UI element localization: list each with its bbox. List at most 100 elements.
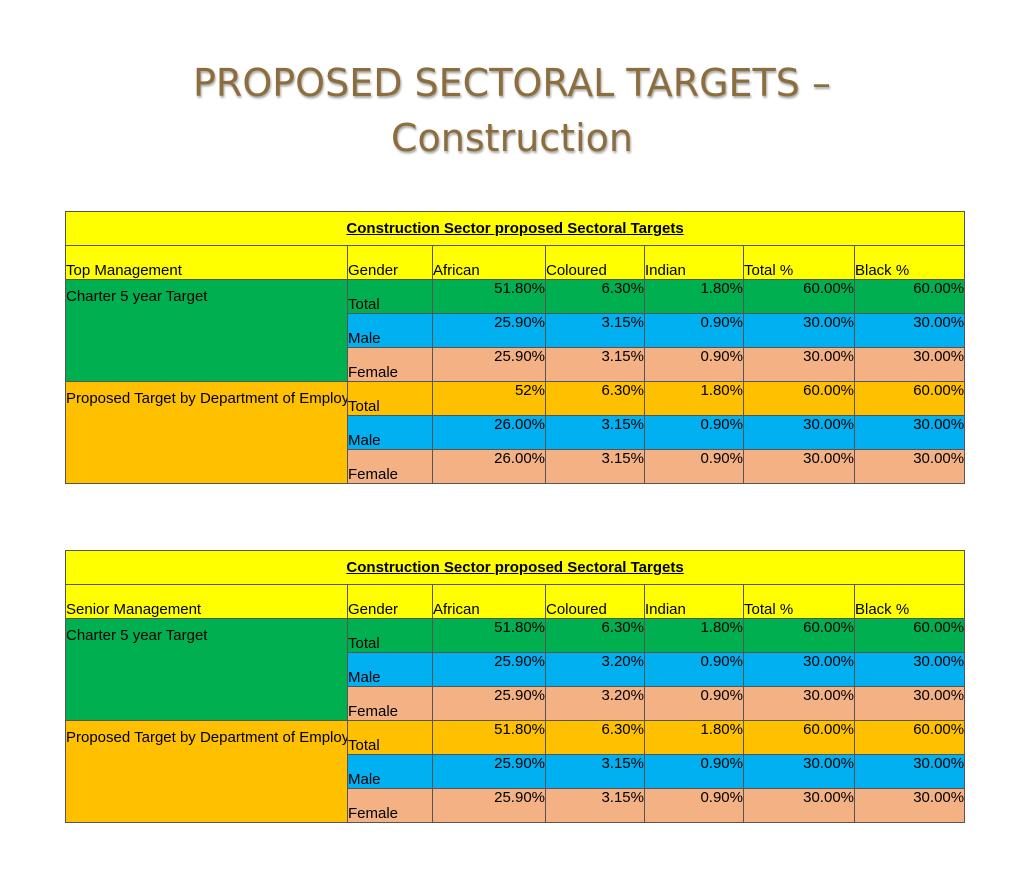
group-label: Charter 5 year Target: [65, 618, 348, 721]
table-row: Proposed Target by Department of Employm…: [65, 720, 966, 823]
value-cell: 25.90%: [432, 652, 546, 687]
table-caption: Construction Sector proposed Sectoral Ta…: [64, 550, 966, 585]
value-cell: 30.00%: [853, 449, 966, 484]
group-label: Charter 5 year Target: [65, 279, 348, 382]
table-row: Female 25.90% 3.20% 0.90% 30.00% 30.00%: [66, 686, 966, 721]
value-cell: 51.80%: [432, 720, 546, 755]
value-cell: 30.00%: [743, 449, 855, 484]
value-cell: 1.80%: [644, 618, 744, 653]
gender-cell: Male: [347, 415, 433, 450]
value-cell: 30.00%: [853, 788, 966, 823]
column-header: Total %: [743, 584, 855, 619]
value-cell: 3.20%: [545, 686, 645, 721]
value-cell: 60.00%: [853, 381, 966, 416]
gender-cell: Total: [347, 279, 433, 314]
gender-cell: Male: [347, 652, 433, 687]
gender-cell: Male: [347, 313, 433, 348]
value-cell: 30.00%: [853, 415, 966, 450]
value-cell: 6.30%: [545, 381, 645, 416]
table-row: Female 25.90% 3.15% 0.90% 30.00% 30.00%: [66, 788, 966, 823]
column-header: Total %: [743, 245, 855, 280]
gender-cell: Total: [347, 381, 433, 416]
column-header: African: [432, 245, 546, 280]
value-cell: 3.15%: [545, 415, 645, 450]
gender-cell: Male: [347, 754, 433, 789]
value-cell: 25.90%: [432, 347, 546, 382]
gender-cell: Female: [347, 449, 433, 484]
gender-cell: Female: [347, 686, 433, 721]
value-cell: 3.15%: [545, 313, 645, 348]
gender-cell: Female: [347, 347, 433, 382]
value-cell: 6.30%: [545, 279, 645, 314]
table-row: Female 26.00% 3.15% 0.90% 30.00% 30.00%: [66, 449, 966, 484]
table-row: Male 25.90% 3.15% 0.90% 30.00% 30.00%: [66, 754, 966, 789]
value-cell: 25.90%: [432, 686, 546, 721]
value-cell: 51.80%: [432, 618, 546, 653]
value-cell: 6.30%: [545, 618, 645, 653]
value-cell: 1.80%: [644, 720, 744, 755]
value-cell: 60.00%: [743, 720, 855, 755]
value-cell: 60.00%: [853, 720, 966, 755]
value-cell: 30.00%: [853, 686, 966, 721]
column-header: Top Management: [65, 245, 348, 280]
column-header: Gender: [347, 245, 433, 280]
value-cell: 30.00%: [853, 652, 966, 687]
value-cell: 3.15%: [545, 754, 645, 789]
gender-cell: Total: [347, 720, 433, 755]
value-cell: 3.15%: [545, 788, 645, 823]
table-caption-row: Construction Sector proposed Sectoral Ta…: [64, 550, 966, 585]
header-row: Top Management Gender African Coloured India…: [65, 245, 966, 280]
value-cell: 3.15%: [545, 347, 645, 382]
title-line-1: PROPOSED SECTORAL TARGETS –: [193, 61, 831, 105]
table-row: Male 26.00% 3.15% 0.90% 30.00% 30.00%: [66, 415, 966, 450]
gender-cell: Total: [347, 618, 433, 653]
table-caption: Construction Sector proposed Sectoral Ta…: [64, 211, 966, 246]
value-cell: 26.00%: [432, 415, 546, 450]
value-cell: 60.00%: [853, 279, 966, 314]
value-cell: 60.00%: [743, 618, 855, 653]
table-row: Charter 5 year Target Total 51.80% 6.30% 1.8…: [65, 618, 966, 721]
table-row: Male 25.90% 3.15% 0.90% 30.00% 30.00%: [66, 313, 966, 348]
column-header: Coloured: [545, 245, 645, 280]
value-cell: 30.00%: [743, 652, 855, 687]
value-cell: 0.90%: [644, 652, 744, 687]
value-cell: 0.90%: [644, 313, 744, 348]
group-label: Proposed Target by Department of Employm…: [65, 381, 348, 484]
senior-management-table: Construction Sector proposed Sectoral Ta…: [64, 550, 966, 823]
value-cell: 0.90%: [644, 449, 744, 484]
value-cell: 60.00%: [743, 279, 855, 314]
value-cell: 60.00%: [853, 618, 966, 653]
value-cell: 30.00%: [853, 313, 966, 348]
value-cell: 3.15%: [545, 449, 645, 484]
value-cell: 3.20%: [545, 652, 645, 687]
column-header: Black %: [853, 245, 966, 280]
value-cell: 30.00%: [743, 686, 855, 721]
table-row: Proposed Target by Department of Employm…: [65, 381, 966, 484]
table-row: Charter 5 year Target Total 51.80% 6.30% 1.8…: [65, 279, 966, 382]
value-cell: 30.00%: [853, 754, 966, 789]
value-cell: 25.90%: [432, 313, 546, 348]
header-row: Senior Management Gender African Coloured In…: [65, 584, 966, 619]
column-header: Indian: [644, 245, 744, 280]
value-cell: 30.00%: [743, 788, 855, 823]
value-cell: 30.00%: [743, 754, 855, 789]
top-management-table: Construction Sector proposed Sectoral Ta…: [64, 211, 966, 484]
title-line-2: Construction: [391, 116, 633, 160]
value-cell: 0.90%: [644, 788, 744, 823]
column-header: Indian: [644, 584, 744, 619]
value-cell: 25.90%: [432, 788, 546, 823]
column-header: Black %: [853, 584, 966, 619]
value-cell: 1.80%: [644, 381, 744, 416]
value-cell: 0.90%: [644, 686, 744, 721]
value-cell: 0.90%: [644, 415, 744, 450]
value-cell: 6.30%: [545, 720, 645, 755]
table-row: Male 25.90% 3.20% 0.90% 30.00% 30.00%: [66, 652, 966, 687]
value-cell: 52%: [432, 381, 546, 416]
value-cell: 25.90%: [432, 754, 546, 789]
column-header: Senior Management: [65, 584, 348, 619]
value-cell: 30.00%: [853, 347, 966, 382]
value-cell: 0.90%: [644, 754, 744, 789]
column-header: African: [432, 584, 546, 619]
value-cell: 0.90%: [644, 347, 744, 382]
gender-cell: Female: [347, 788, 433, 823]
